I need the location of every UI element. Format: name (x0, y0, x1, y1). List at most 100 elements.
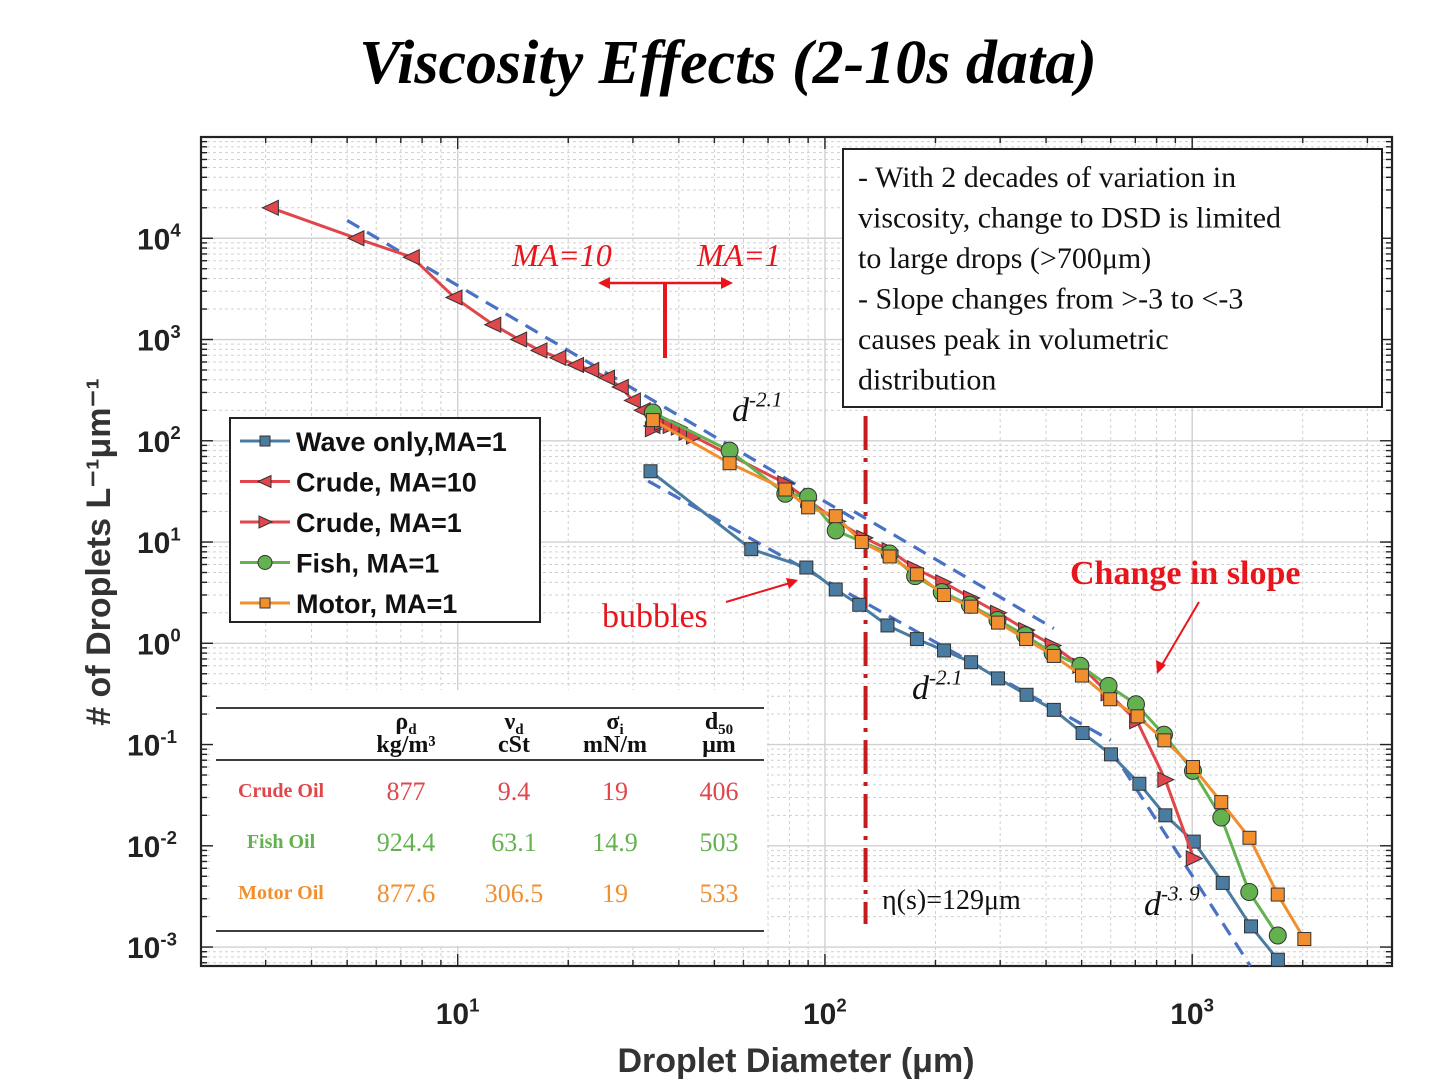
table-cell: 63.1 (491, 828, 537, 857)
data-point (909, 567, 924, 582)
slope-label: d-2.1 (732, 388, 782, 429)
y-tick-label: 10-2 (127, 827, 177, 864)
series-0 (643, 464, 1285, 967)
info-box: - With 2 decades of variation in viscosit… (842, 148, 1383, 408)
data-point (1019, 687, 1034, 702)
table-header-symbol: σi (606, 709, 623, 738)
table-cell: 877.6 (377, 879, 436, 908)
data-point (1270, 952, 1285, 967)
y-tick-label: 104 (137, 220, 181, 257)
data-point (1158, 808, 1173, 823)
data-point (1130, 709, 1145, 724)
table-header-unit: cSt (498, 732, 530, 758)
ma-arrow-head-left (598, 277, 610, 289)
data-point (444, 289, 463, 306)
data-point (1132, 776, 1147, 791)
data-point (937, 587, 952, 602)
table-row-name: Crude Oil (238, 780, 325, 802)
table-row-name: Fish Oil (247, 831, 316, 853)
data-point (1214, 795, 1229, 810)
data-point (1046, 702, 1061, 717)
table-row-name: Motor Oil (238, 882, 324, 904)
data-point (1103, 747, 1118, 762)
info-box-line: distribution (858, 364, 996, 397)
table-cell: 19 (602, 879, 628, 908)
change-slope-arrow-head (1156, 660, 1166, 674)
data-point (882, 549, 897, 564)
data-point (529, 342, 548, 359)
data-point (880, 618, 895, 633)
data-point (548, 349, 567, 367)
data-point (1268, 926, 1287, 945)
data-point (259, 435, 271, 447)
table-header-unit: mN/m (583, 732, 647, 758)
data-point (909, 632, 924, 647)
legend-label: Fish, MA=1 (296, 549, 439, 579)
table-cell: 533 (700, 879, 739, 908)
data-point (402, 248, 420, 266)
y-tick-label: 102 (137, 422, 181, 459)
x-axis-label: Droplet Diameter (μm) (617, 1042, 974, 1080)
data-point (1019, 632, 1034, 647)
data-point (1240, 882, 1259, 901)
legend-label: Wave only,MA=1 (296, 427, 507, 457)
info-box-line: to large drops (>700μm) (858, 242, 1151, 275)
table-bg (213, 690, 767, 946)
slope-label: d-2.1 (912, 666, 962, 707)
data-point (645, 413, 660, 428)
change-slope-label: Change in slope (1070, 555, 1301, 592)
table-cell: 9.4 (498, 777, 531, 806)
y-tick-label: 10-1 (127, 726, 177, 763)
y-tick-label: 103 (137, 321, 181, 358)
table-header-symbol: ρd (395, 709, 417, 738)
data-point (828, 582, 843, 597)
ma1-label: MA=1 (696, 237, 781, 273)
data-point (964, 655, 979, 670)
y-tick-label: 101 (137, 523, 181, 560)
data-point (259, 597, 271, 609)
data-point (1270, 887, 1285, 902)
data-point (483, 316, 502, 334)
table-cell: 406 (700, 777, 739, 806)
bubbles-label: bubbles (602, 598, 708, 635)
info-box-line: - With 2 decades of variation in (858, 161, 1236, 194)
data-point (1215, 875, 1230, 890)
x-tick-label: 101 (436, 994, 480, 1031)
data-point (744, 542, 759, 557)
x-tick-label: 102 (803, 994, 847, 1031)
ma-arrow-head-right (721, 277, 733, 289)
table-header-unit: kg/m³ (376, 732, 435, 758)
table-cell: 19 (602, 777, 628, 806)
data-point (581, 361, 600, 379)
data-point (826, 521, 845, 540)
info-box-frame (842, 148, 1383, 408)
data-point (778, 482, 793, 497)
series-4 (645, 413, 1312, 947)
table-cell: 503 (700, 828, 739, 857)
data-point (1157, 733, 1172, 748)
legend-label: Crude, MA=10 (296, 468, 477, 498)
legend-label: Motor, MA=1 (296, 589, 457, 619)
data-point (257, 555, 273, 570)
data-point (964, 599, 979, 614)
data-point (346, 229, 365, 247)
ma10-label: MA=10 (511, 237, 612, 273)
series-line (652, 418, 1306, 940)
info-box-line: causes peak in volumetric (858, 323, 1169, 356)
data-point (1046, 648, 1061, 663)
x-tick-label: 103 (1170, 994, 1214, 1031)
eta-label: η(s)=129μm (882, 885, 1021, 916)
data-point (1185, 850, 1204, 867)
table-cell: 924.4 (377, 828, 436, 857)
data-point (611, 378, 629, 396)
data-point (828, 509, 843, 524)
table-cell: 877 (387, 777, 426, 806)
bubbles-arrow (725, 582, 791, 603)
data-point (1242, 830, 1257, 845)
data-point (1103, 692, 1118, 707)
data-point (937, 643, 952, 658)
axis-ticks (200, 136, 1392, 966)
legend-box (229, 417, 541, 623)
